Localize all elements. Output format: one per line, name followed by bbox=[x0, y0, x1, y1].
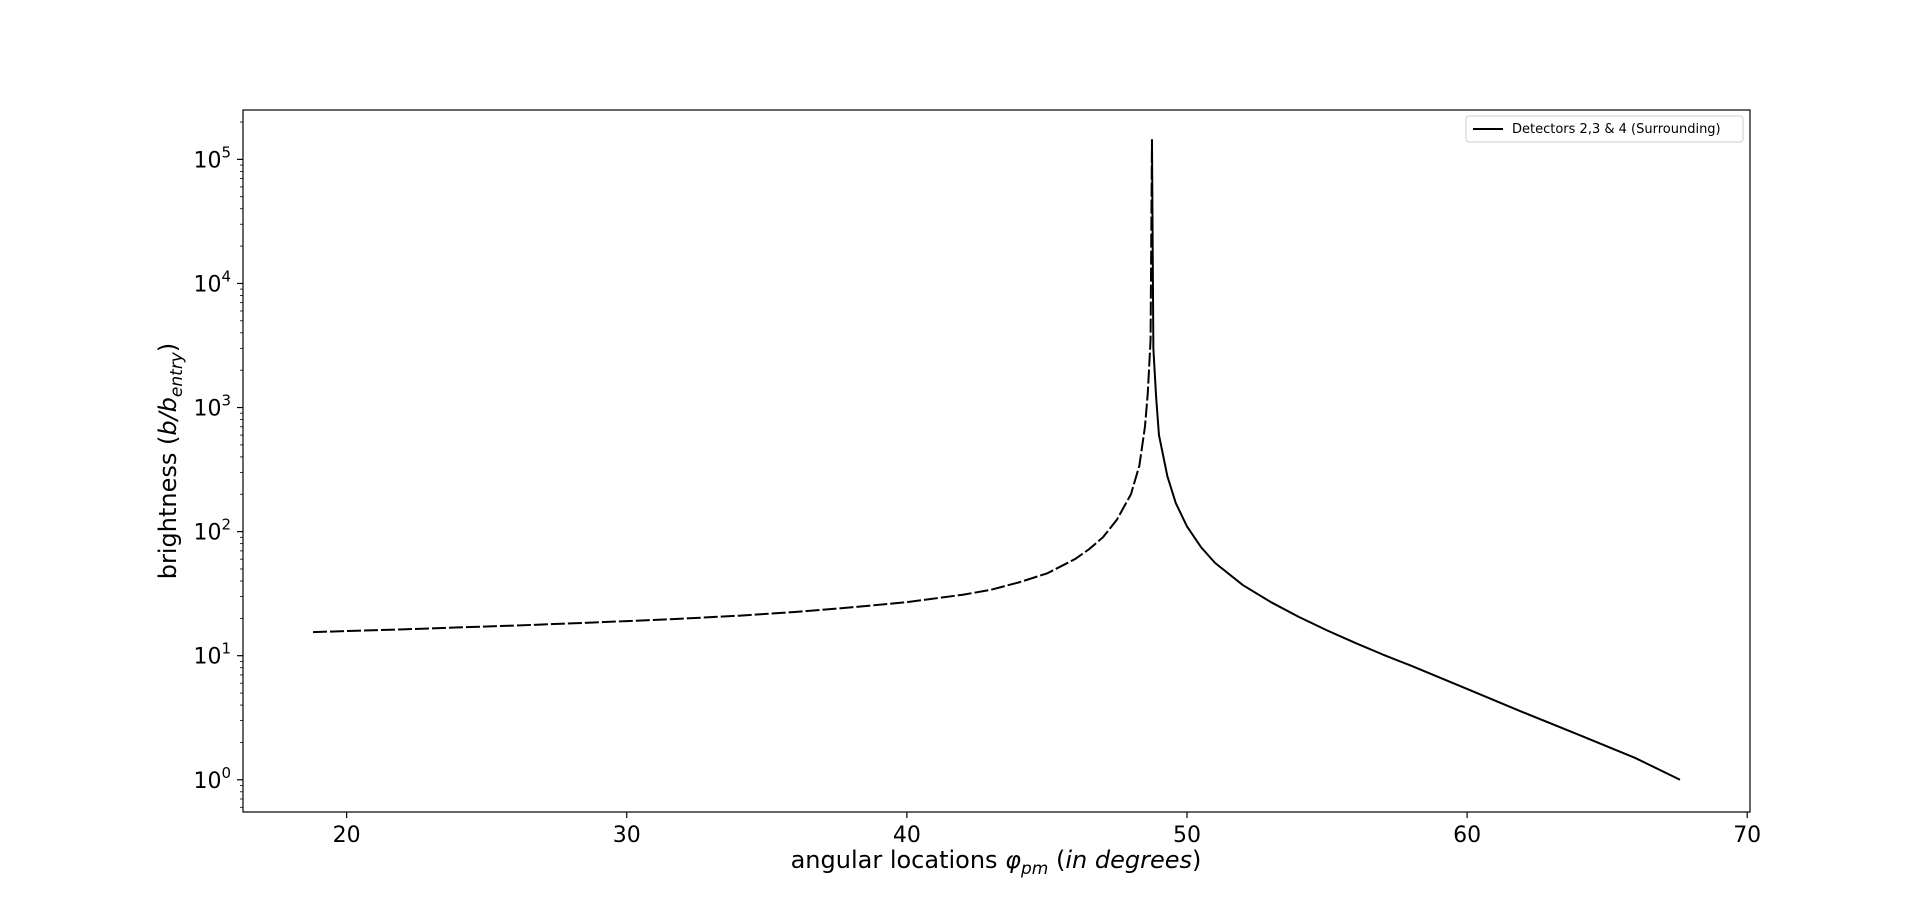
x-axis-ticks: 20 30 40 50 60 70 bbox=[333, 812, 1761, 848]
x-tick-label: 60 bbox=[1453, 823, 1481, 848]
y-tick-label: 105 bbox=[193, 143, 231, 173]
y-tick-label: 101 bbox=[193, 640, 231, 670]
x-tick-label: 70 bbox=[1733, 823, 1761, 848]
x-axis-label: angular locations φpm (in degrees) bbox=[791, 846, 1202, 879]
series-line-solid bbox=[1150, 139, 1681, 781]
y-tick-label: 102 bbox=[193, 516, 231, 546]
y-axis-ticks: 100 101 102 103 104 105 bbox=[193, 121, 243, 808]
series-lines bbox=[312, 139, 1681, 781]
legend: Detectors 2,3 & 4 (Surrounding) bbox=[1465, 115, 1744, 143]
y-tick-label: 100 bbox=[193, 764, 231, 794]
x-tick-label: 50 bbox=[1173, 823, 1201, 848]
series-line-dashed bbox=[312, 139, 1153, 634]
legend-entry-label: Detectors 2,3 & 4 (Surrounding) bbox=[1512, 122, 1721, 137]
x-tick-label: 30 bbox=[613, 823, 641, 848]
plot-area bbox=[242, 109, 1751, 813]
y-tick-label: 103 bbox=[193, 392, 231, 422]
x-tick-label: 20 bbox=[333, 823, 361, 848]
legend-box bbox=[1465, 115, 1744, 143]
y-tick-label: 104 bbox=[193, 267, 231, 297]
y-axis-label: brightness (b/bentry) bbox=[154, 343, 187, 580]
x-tick-label: 40 bbox=[893, 823, 921, 848]
